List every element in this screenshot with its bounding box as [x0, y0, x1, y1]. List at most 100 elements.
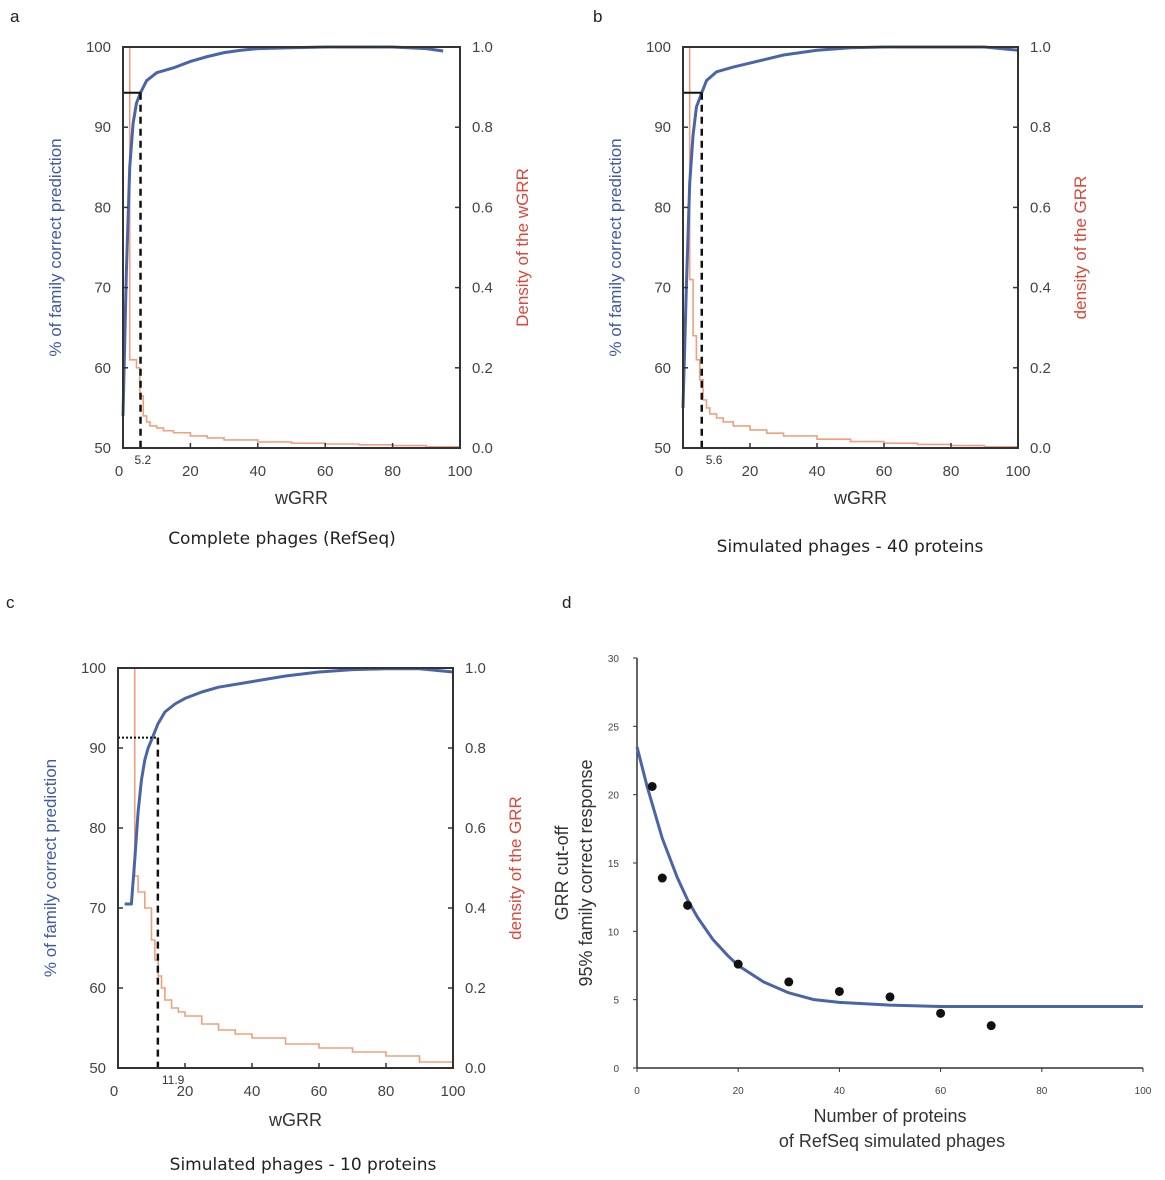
- x-tick-label: 20: [742, 463, 759, 480]
- y-left-tick-label: 60: [94, 360, 111, 377]
- y-right-tick-label: 0.4: [472, 280, 493, 297]
- y-right-tick-label: 0.2: [1030, 360, 1051, 377]
- y-left-tick-label: 80: [654, 199, 671, 216]
- panel-caption: Simulated phages - 10 proteins: [170, 1155, 437, 1175]
- y-left-tick-label: 90: [89, 740, 106, 757]
- y-tick-label: 10: [608, 927, 620, 938]
- y-left-tick-label: 80: [94, 199, 111, 216]
- x-tick-label: 100: [440, 1083, 465, 1100]
- plot-frame: [117, 667, 454, 1069]
- x-axis-title: wGRR: [833, 488, 887, 508]
- accuracy-line: [124, 667, 454, 906]
- x-tick-label: 100: [1135, 1086, 1152, 1097]
- data-point: [986, 1021, 996, 1031]
- y-left-tick-label: 100: [86, 39, 111, 56]
- x-tick-label: 20: [733, 1086, 745, 1097]
- x-tick-label: 20: [182, 463, 199, 480]
- y-left-tick-label: 60: [89, 980, 106, 997]
- y-left-tick-label: 50: [94, 440, 111, 457]
- panel-letter: c: [6, 593, 15, 612]
- y-right-tick-label: 1.0: [1030, 39, 1051, 56]
- y-axis-title-line2: 95% family correct response: [576, 759, 596, 986]
- x-axis-title-line2: of RefSeq simulated phages: [779, 1131, 1005, 1151]
- y-right-tick-label: 1.0: [465, 660, 486, 677]
- panel-b: b5.60 20 40 60 80 10050607080901000.00.20.40.…: [593, 7, 1090, 557]
- y-tick-label: 0: [613, 1064, 619, 1075]
- data-point: [647, 781, 657, 791]
- y-right-tick-label: 0.6: [472, 199, 493, 216]
- y-left-tick-label: 50: [89, 1060, 106, 1077]
- x-tick-label: 40: [809, 463, 826, 480]
- data-point: [784, 977, 794, 987]
- data-point: [657, 873, 667, 883]
- x-axis-title: wGRR: [274, 488, 328, 508]
- y-tick-label: 5: [613, 996, 619, 1007]
- y-right-tick-label: 0.4: [1030, 280, 1051, 297]
- y-left-tick-label: 70: [89, 900, 106, 917]
- x-tick-label: 80: [384, 463, 401, 480]
- y-right-tick-label: 0.6: [465, 820, 486, 837]
- y-right-axis-title: Density of the wGRR: [513, 168, 532, 327]
- panel-letter: b: [593, 7, 602, 26]
- panel-caption: Complete phages (RefSeq): [168, 529, 396, 549]
- y-left-tick-label: 70: [94, 280, 111, 297]
- x-tick-label: 60: [311, 1083, 328, 1100]
- y-left-tick-label: 70: [654, 280, 671, 297]
- panel-caption: Simulated phages - 40 proteins: [717, 537, 984, 557]
- data-point: [936, 1008, 946, 1018]
- x-tick-label: 40: [249, 463, 266, 480]
- x-tick-label: 40: [834, 1086, 846, 1097]
- y-left-tick-label: 100: [81, 660, 106, 677]
- y-right-tick-label: 1.0: [472, 39, 493, 56]
- density-step-line: [688, 46, 1019, 448]
- x-tick-label: 60: [876, 463, 893, 480]
- panel-letter: d: [562, 593, 571, 612]
- y-left-tick-label: 90: [654, 119, 671, 136]
- y-left-tick-label: 100: [646, 39, 671, 56]
- y-right-tick-label: 0.0: [1030, 440, 1051, 457]
- y-left-axis-title: % of family correct prediction: [41, 759, 60, 977]
- density-step-line: [128, 46, 461, 448]
- y-right-tick-label: 0.8: [1030, 119, 1051, 136]
- cutoff-label: 11.9: [162, 1073, 185, 1087]
- y-right-tick-label: 0.8: [465, 740, 486, 757]
- x-tick-label: 20: [177, 1083, 194, 1100]
- y-right-axis-title: density of the GRR: [1071, 176, 1090, 320]
- plot-frame: [682, 46, 1019, 449]
- x-axis-title: Number of proteins: [813, 1106, 966, 1126]
- y-right-tick-label: 0.6: [1030, 199, 1051, 216]
- plot-frame: [122, 46, 461, 449]
- x-tick-label: 0: [634, 1086, 640, 1097]
- data-point: [683, 900, 693, 910]
- y-left-tick-label: 90: [94, 119, 111, 136]
- data-point: [885, 992, 895, 1002]
- y-right-tick-label: 0.0: [472, 440, 493, 457]
- x-axis-title: wGRR: [268, 1110, 322, 1130]
- panel-d: d 0 20 40 60 80 100 0 5 10 15 20 25 30 Number of prote…: [552, 593, 1152, 1151]
- y-right-tick-label: 0.2: [465, 980, 486, 997]
- y-right-tick-label: 0.0: [465, 1060, 486, 1077]
- fit-curve: [635, 746, 1143, 1008]
- x-tick-label: 80: [1036, 1086, 1048, 1097]
- x-tick-label: 100: [447, 463, 472, 480]
- panel-c: c11.90 20 40 60 80 10050607080901000.00.20.40…: [6, 593, 525, 1175]
- x-tick-label: 80: [943, 463, 960, 480]
- accuracy-line: [681, 45, 1019, 408]
- cutoff-label: 5.2: [135, 453, 152, 467]
- panel-letter: a: [10, 7, 20, 26]
- density-step-line: [131, 667, 454, 1068]
- x-tick-label: 60: [935, 1086, 947, 1097]
- x-tick-label: 80: [378, 1083, 395, 1100]
- y-axis-title: GRR cut-off: [552, 825, 572, 921]
- x-tick-label: 100: [1005, 463, 1030, 480]
- y-left-tick-label: 60: [654, 360, 671, 377]
- y-right-tick-label: 0.8: [472, 119, 493, 136]
- y-left-tick-label: 50: [654, 440, 671, 457]
- y-tick-label: 30: [608, 654, 620, 665]
- y-right-axis-title: density of the GRR: [506, 796, 525, 940]
- data-point: [733, 959, 743, 969]
- data-point: [834, 986, 844, 996]
- y-tick-label: 20: [608, 791, 620, 802]
- x-tick-label: 0: [115, 463, 123, 480]
